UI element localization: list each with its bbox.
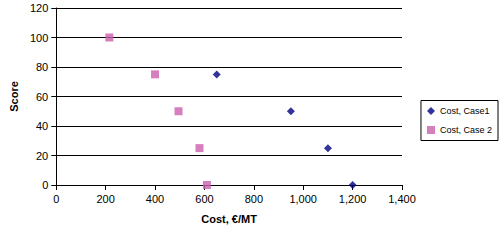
svg-text:40: 40 xyxy=(36,120,48,132)
svg-text:1,000: 1,000 xyxy=(289,193,317,205)
svg-text:800: 800 xyxy=(245,193,263,205)
svg-text:Cost, €/MT: Cost, €/MT xyxy=(201,213,257,225)
svg-text:600: 600 xyxy=(195,193,213,205)
svg-text:60: 60 xyxy=(36,91,48,103)
svg-text:0: 0 xyxy=(53,193,59,205)
svg-text:0: 0 xyxy=(42,179,48,191)
svg-text:400: 400 xyxy=(146,193,164,205)
svg-text:Score: Score xyxy=(8,81,20,112)
svg-text:120: 120 xyxy=(30,2,48,14)
svg-text:200: 200 xyxy=(96,193,114,205)
svg-text:Cost, Case 2: Cost, Case 2 xyxy=(440,125,492,135)
svg-text:1,400: 1,400 xyxy=(388,193,416,205)
svg-text:80: 80 xyxy=(36,61,48,73)
svg-text:20: 20 xyxy=(36,150,48,162)
svg-text:100: 100 xyxy=(30,32,48,44)
svg-text:1,200: 1,200 xyxy=(339,193,367,205)
svg-text:Cost, Case1: Cost, Case1 xyxy=(440,106,490,116)
